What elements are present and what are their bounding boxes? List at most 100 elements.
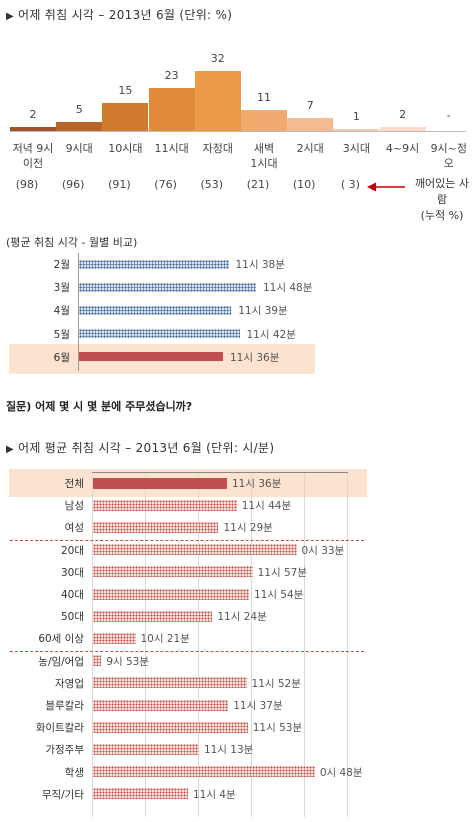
chart3-category-label: 가정주부 — [45, 744, 84, 757]
chart1-title: 어제 취침 시각 – 2013년 6월 (단위: %) — [18, 8, 233, 22]
chart3-gridline — [145, 472, 146, 817]
chart3-bar — [93, 521, 219, 533]
chart3-bar — [93, 588, 249, 600]
chart3-group-separator — [10, 539, 364, 541]
chart3-value-label: 11시 37분 — [233, 700, 283, 712]
chart1-value-label: 5 — [75, 102, 83, 116]
chart1-bar — [287, 117, 334, 131]
survey-question: 질문) 어제 몇 시 몇 분에 주무셨습니까? — [6, 400, 193, 413]
chart3-category-label: 학생 — [64, 766, 84, 779]
chart3-category-label: 여성 — [64, 522, 84, 535]
chart3-bar — [93, 677, 247, 689]
chart1-bar — [56, 121, 103, 131]
chart1-category-label: 9시~정오 — [430, 142, 468, 170]
chart3-category-label: 50대 — [60, 611, 84, 624]
chart2-value-label: 11시 42분 — [246, 328, 296, 341]
chart2-title: (평균 취침 시각 - 월별 비교) — [6, 236, 138, 249]
chart1-bar — [379, 127, 426, 131]
chart3-bar — [93, 632, 136, 644]
chart3-value-label: 11시 57분 — [257, 566, 307, 579]
chart3-category-label: 무직/기타 — [41, 788, 84, 801]
chart3-category-label: 40대 — [60, 589, 84, 601]
chart1-bar — [333, 129, 380, 131]
chart3-category-label: 전체 — [64, 478, 84, 490]
chart3-category-label: 블루칼라 — [45, 700, 84, 712]
chart2-value-label: 11시 48분 — [263, 282, 313, 295]
chart3-value-label: 10시 21분 — [140, 633, 190, 646]
chart2-value-label: 11시 38분 — [235, 259, 285, 271]
chart3-value-label: 11시 53분 — [252, 722, 303, 735]
chart3-gridline — [92, 472, 93, 817]
chart3-value-label: 9시 53분 — [106, 655, 150, 668]
chart1-bar — [148, 87, 195, 131]
chart1-category-label: 3시대 — [342, 142, 371, 155]
chart3-category-label: 30대 — [60, 566, 84, 579]
chart1-cumulative-label: (96) — [61, 178, 85, 191]
chart2-category-label: 3월 — [53, 282, 70, 295]
chart2-bar — [79, 352, 223, 362]
chart3-top-line — [92, 472, 348, 473]
chart1-category-label: 10시대 — [108, 142, 143, 155]
chart3-bar — [93, 766, 315, 778]
chart1-title-row: ▶ 어제 취침 시각 – 2013년 6월 (단위: %) — [6, 6, 232, 23]
chart3-bar — [93, 566, 253, 578]
chart3-value-label: 11시 24분 — [217, 611, 267, 624]
chart1-category-label: 4~9시 — [385, 142, 420, 155]
chart3-bar — [93, 499, 237, 511]
chart1-value-label: 1 — [352, 110, 360, 124]
chart1-value-label: 15 — [118, 83, 133, 97]
chart1-bar — [102, 102, 149, 131]
arrow-left-icon — [367, 178, 407, 192]
chart1-value-label: 2 — [399, 108, 407, 122]
chart1-category-label: 저녁 9시 이전 — [12, 142, 54, 170]
chart3-category-label: 남성 — [64, 500, 84, 513]
chart1-cumulative-label: (10) — [292, 178, 316, 191]
chart2-bar — [79, 259, 229, 269]
chart1-value-label: 11 — [257, 91, 271, 105]
awake-annotation: 깨어있는 사람 (누적 %) — [414, 177, 470, 222]
chart3-category-label: 화이트칼라 — [35, 722, 84, 735]
chart1-bar — [10, 127, 56, 131]
chart3-gridline — [198, 472, 199, 817]
chart3-category-label: 자영업 — [55, 677, 84, 690]
chart3-bar — [93, 544, 297, 556]
chart3-value-label: 11시 13분 — [203, 744, 254, 757]
chart1: 2 저녁 9시 이전 (98) 5 9시대 (96) 15 10시대 (91) 23 11시대 (76… — [0, 0, 476, 215]
chart3-title-row: ▶ 어제 평균 취침 시각 – 2013년 6월 (단위: 시/분) — [6, 439, 274, 456]
chart3-gridline — [347, 472, 348, 817]
chart3-category-label: 20대 — [60, 544, 84, 557]
chart3-group-separator — [10, 650, 364, 652]
chart3-value-label: 11시 36분 — [232, 478, 282, 490]
chart2-axis — [78, 253, 79, 371]
chart3-gridline — [304, 472, 305, 817]
chart1-cumulative-label: (98) — [15, 178, 39, 191]
chart1-category-label: 11시대 — [154, 142, 189, 155]
chart1-bar — [194, 70, 241, 131]
chart3-bar — [93, 477, 227, 489]
chart1-category-label: 2시대 — [296, 142, 324, 155]
chart3-bar — [93, 655, 102, 667]
chart1-value-label: 32 — [210, 51, 225, 65]
chart2-value-label: 11시 36분 — [230, 351, 280, 364]
chart1-cumulative-label: ( 3) — [340, 178, 360, 191]
chart1-value-label: 7 — [306, 98, 314, 112]
chart3-value-label: 11시 54분 — [253, 589, 304, 601]
chart3-gridline — [251, 472, 252, 817]
chart3-value-label: 11시 4분 — [192, 788, 236, 801]
chart1-category-label: 9시대 — [65, 142, 93, 155]
chart1-cumulative-label: (91) — [108, 178, 131, 191]
chart2-category-label: 5월 — [53, 328, 70, 341]
triangle-icon: ▶ — [6, 11, 14, 22]
chart3-title: 어제 평균 취침 시각 – 2013년 6월 (단위: 시/분) — [18, 441, 275, 455]
triangle-icon: ▶ — [6, 444, 14, 455]
chart1-cumulative-label: (21) — [246, 178, 270, 191]
chart3-bar — [93, 788, 188, 800]
chart2-value-label: 11시 39분 — [238, 305, 288, 318]
chart3-bar — [93, 699, 229, 711]
chart1-value-label: - — [446, 109, 451, 122]
chart1-cumulative-label: (76) — [154, 178, 177, 191]
chart1-cumulative-label: (53) — [200, 178, 224, 191]
chart3-value-label: 11시 29분 — [223, 522, 273, 535]
